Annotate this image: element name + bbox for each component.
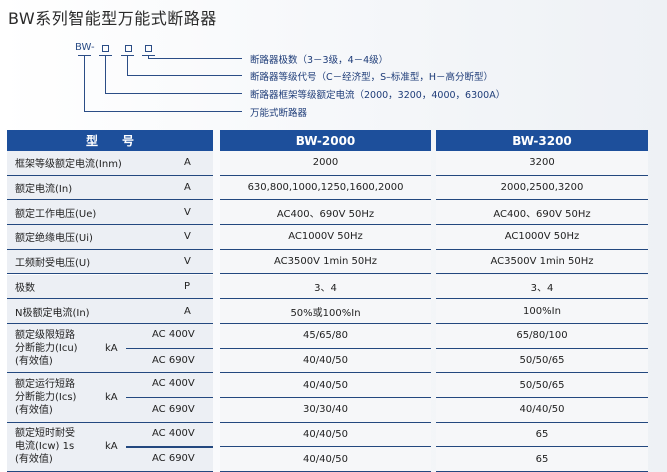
connector-line (78, 55, 91, 56)
bw3200-value: 100%In (436, 299, 648, 324)
spec-unit: P (184, 280, 191, 292)
legend-frame-current: 断路器框架等级额定电流（2000，3200，4000，6300A） (250, 90, 506, 101)
bw3200-value: AC3500V 1min 50Hz (436, 249, 648, 275)
spec-name: 额定绝缘电压(Ui) (15, 233, 93, 245)
group-name-line: 分断能力(Ics) (15, 391, 77, 403)
group-name-line: 额定运行短路 (15, 378, 75, 390)
bw2000-value: 40/40/50 (220, 373, 431, 398)
spec-name: N极额定电流(In) (15, 307, 90, 319)
connector-line (121, 55, 134, 56)
bw3200-value: 3200 (436, 151, 648, 176)
group-unit: kA (105, 342, 118, 354)
sub-divider (126, 446, 213, 448)
spec-name: 框架等级额定电流(Inm) (15, 159, 122, 171)
row-label-cell: 额定电流(In) A (7, 175, 213, 201)
group-unit: kA (105, 441, 118, 453)
connector-line (127, 75, 242, 76)
bw3200-value: 50/50/65 (436, 373, 648, 398)
sub-divider (126, 396, 213, 399)
group-label-cell: 额定运行短路 分断能力(Ics) (有效值) kA AC 400V AC 690V (7, 373, 213, 423)
voltage-label: AC 400V (152, 427, 195, 439)
spec-name: 额定工作电压(Ue) (15, 208, 97, 220)
connector-line (105, 93, 242, 94)
group-name-line: (有效值) (15, 355, 53, 367)
bw2000-value: 2000 (220, 151, 431, 176)
bw3200-value: AC1000V 50Hz (436, 225, 648, 250)
bw3200-value: 3、4 (436, 274, 648, 300)
row-label-cell: N极额定电流(In) A (7, 299, 213, 324)
group-name: 额定运行短路 分断能力(Ics) (有效值) (15, 378, 76, 417)
voltage-label: AC 690V (152, 354, 195, 366)
code-box (145, 45, 152, 52)
group-name-line: 分断能力(Icu) (15, 342, 78, 354)
bw2000-value: 630,800,1000,1250,1600,2000 (220, 175, 431, 201)
bw2000-value: 40/40/50 (220, 447, 431, 472)
bw3200-value: 50/50/65 (436, 348, 648, 374)
row-label-cell: 额定绝缘电压(Ui) V (7, 225, 213, 250)
spec-unit: V (184, 231, 191, 243)
bw3200-value: 65/80/100 (436, 323, 648, 349)
spec-unit: V (184, 206, 191, 218)
bw2000-value: 3、4 (220, 274, 431, 300)
legend-poles: 断路器极数（3－3级，4－4级） (250, 55, 389, 66)
bw2000-value: 40/40/50 (220, 348, 431, 374)
voltage-label: AC 690V (152, 453, 195, 465)
group-unit: kA (105, 391, 118, 403)
bw2000-value: AC1000V 50Hz (220, 225, 431, 250)
header-bw2000: BW-2000 (220, 130, 431, 151)
connector-line (105, 55, 106, 93)
model-prefix: BW- (75, 42, 95, 53)
voltage-label: AC 400V (152, 328, 195, 340)
group-name-line: 额定级限短路 (15, 329, 75, 341)
voltage-label: AC 400V (152, 378, 195, 390)
page-title: BW系列智能型万能式断路器 (8, 9, 217, 28)
group-name: 额定短时耐受 电流(Icw) 1s (有效值) (15, 427, 75, 466)
group-label-cell: 额定短时耐受 电流(Icw) 1s (有效值) kA AC 400V AC 690V (7, 422, 213, 472)
bw3200-value: 65 (436, 422, 648, 448)
bw3200-value: 2000,2500,3200 (436, 175, 648, 201)
row-label-cell: 工频耐受电压(U) V (7, 249, 213, 275)
group-name-line: (有效值) (15, 404, 53, 416)
voltage-label: AC 690V (152, 403, 195, 415)
header-model: 型 号 (7, 130, 213, 151)
spec-name: 额定电流(In) (15, 184, 73, 196)
row-label-cell: 极数 P (7, 274, 213, 300)
connector-line (84, 111, 242, 112)
group-name-line: 电流(Icw) 1s (15, 441, 75, 453)
bw3200-value: 65 (436, 447, 648, 472)
group-name: 额定级限短路 分断能力(Icu) (有效值) (15, 329, 78, 368)
bw2000-value: 45/65/80 (220, 323, 431, 349)
connector-line (148, 55, 149, 58)
bw2000-value: AC3500V 1min 50Hz (220, 249, 431, 275)
bw2000-value: 30/30/40 (220, 398, 431, 423)
code-box (102, 45, 109, 52)
spec-unit: A (184, 157, 191, 169)
connector-line (99, 55, 112, 56)
bw3200-value: AC400、690V 50Hz (436, 200, 648, 226)
bw2000-value: AC400、690V 50Hz (220, 200, 431, 226)
spec-name: 工频耐受电压(U) (15, 258, 91, 270)
spec-unit: A (184, 182, 191, 194)
group-label-cell: 额定级限短路 分断能力(Icu) (有效值) kA AC 400V AC 690V (7, 323, 213, 374)
code-box (125, 45, 132, 52)
connector-line (142, 55, 155, 56)
group-name-line: 额定短时耐受 (15, 428, 75, 440)
legend-grade: 断路器等级代号（C－经济型，S–标准型，H－高分断型） (250, 72, 494, 83)
spec-unit: A (184, 305, 191, 317)
row-label-cell: 框架等级额定电流(Inm) A (7, 151, 213, 176)
connector-line (127, 55, 128, 75)
sub-divider (126, 347, 213, 350)
bw2000-value: 50%或100%In (220, 299, 431, 324)
bw2000-value: 40/40/50 (220, 422, 431, 448)
spec-unit: V (184, 256, 191, 268)
connector-line (148, 58, 242, 59)
row-label-cell: 额定工作电压(Ue) V (7, 200, 213, 226)
legend-type: 万能式断路器 (250, 108, 308, 119)
group-name-line: (有效值) (15, 454, 53, 466)
header-bw3200: BW-3200 (436, 130, 648, 151)
spec-name: 极数 (15, 282, 35, 294)
bw3200-value: 40/40/50 (436, 398, 648, 423)
connector-line (84, 55, 85, 111)
